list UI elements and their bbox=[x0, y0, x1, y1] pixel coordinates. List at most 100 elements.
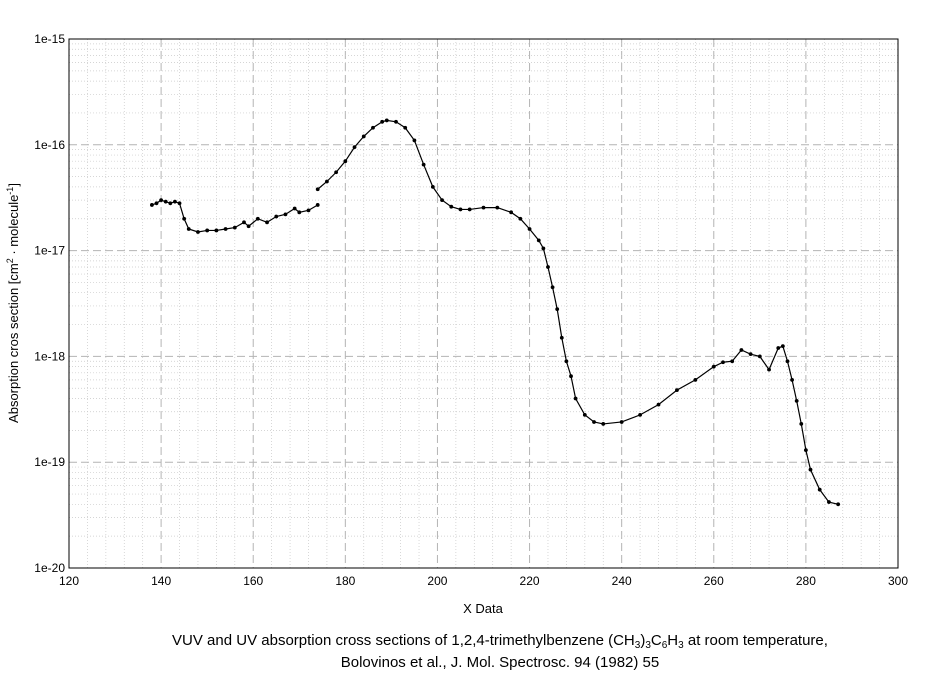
series-line bbox=[317, 119, 839, 505]
data-point bbox=[361, 134, 366, 139]
data-point bbox=[283, 212, 288, 217]
data-point bbox=[693, 377, 698, 382]
data-point bbox=[518, 216, 523, 221]
data-point bbox=[601, 422, 606, 426]
data-point bbox=[776, 346, 781, 350]
y-axis-title-part: Absorption cros section [cm bbox=[6, 263, 21, 423]
x-tick-label: 200 bbox=[427, 574, 447, 588]
data-point bbox=[214, 228, 219, 233]
y-axis-title-sup: -1 bbox=[5, 187, 15, 195]
data-point bbox=[785, 359, 790, 364]
data-point bbox=[315, 187, 320, 192]
x-tick-label: 120 bbox=[59, 574, 79, 588]
x-tick-label: 300 bbox=[888, 574, 908, 588]
data-point bbox=[150, 203, 154, 207]
data-point bbox=[334, 170, 339, 175]
plot-area bbox=[69, 39, 898, 568]
x-tick-label: 220 bbox=[520, 574, 540, 588]
data-point bbox=[546, 265, 550, 269]
data-point bbox=[638, 412, 642, 417]
data-point bbox=[536, 238, 541, 243]
data-point bbox=[154, 201, 159, 206]
figure-caption: VUV and UV absorption cross sections of … bbox=[0, 630, 934, 674]
data-point bbox=[403, 125, 408, 130]
data-point bbox=[656, 402, 661, 407]
data-point bbox=[527, 227, 532, 231]
x-tick-label: 260 bbox=[704, 574, 724, 588]
data-point bbox=[186, 227, 191, 231]
data-point bbox=[343, 159, 348, 164]
data-point bbox=[177, 201, 182, 206]
data-point bbox=[799, 422, 804, 426]
data-point bbox=[467, 207, 472, 212]
x-axis-title: X Data bbox=[463, 601, 504, 616]
data-point bbox=[592, 420, 596, 424]
data-point bbox=[325, 179, 329, 184]
data-point bbox=[163, 199, 168, 204]
data-point bbox=[242, 220, 246, 225]
series-1 bbox=[150, 198, 320, 234]
data-point bbox=[495, 205, 500, 210]
data-point bbox=[458, 207, 463, 212]
data-point bbox=[509, 210, 514, 215]
data-point bbox=[817, 487, 822, 492]
y-axis-title-part: · molecule bbox=[6, 195, 21, 259]
series-2 bbox=[315, 118, 841, 507]
data-point bbox=[440, 198, 444, 203]
data-point bbox=[274, 214, 279, 219]
data-point bbox=[739, 348, 744, 352]
data-point bbox=[790, 377, 794, 382]
data-point bbox=[315, 203, 320, 207]
x-tick-label: 160 bbox=[243, 574, 263, 588]
y-axis-title: Absorption cros section [cm2 · molecule-… bbox=[5, 183, 21, 423]
data-point bbox=[675, 388, 679, 393]
x-tick-labels: 120 140 160 180 200 220 240 260 280 300 bbox=[59, 574, 908, 588]
data-point bbox=[550, 285, 555, 290]
data-point bbox=[255, 216, 260, 221]
data-point bbox=[541, 246, 546, 251]
data-point bbox=[232, 225, 237, 230]
y-tick-label: 1e-19 bbox=[34, 455, 65, 469]
data-point bbox=[803, 448, 808, 453]
x-tick-label: 280 bbox=[796, 574, 816, 588]
data-point bbox=[559, 335, 564, 340]
data-point bbox=[297, 210, 302, 215]
data-point bbox=[564, 359, 569, 364]
data-point bbox=[384, 118, 389, 123]
grid bbox=[69, 39, 898, 568]
data-point bbox=[182, 216, 187, 221]
y-tick-labels: 1e-20 1e-19 1e-18 1e-17 1e-16 1e-15 bbox=[34, 32, 65, 575]
data-point bbox=[352, 145, 357, 150]
series-layer bbox=[150, 118, 841, 507]
data-point bbox=[619, 420, 624, 424]
data-point bbox=[292, 206, 297, 211]
y-tick-label: 1e-16 bbox=[34, 138, 65, 152]
data-point bbox=[481, 205, 486, 210]
data-point bbox=[306, 208, 311, 213]
data-point bbox=[223, 227, 228, 231]
data-point bbox=[371, 125, 375, 130]
data-point bbox=[808, 467, 813, 472]
data-point bbox=[827, 500, 831, 504]
data-point bbox=[265, 220, 269, 225]
data-point bbox=[757, 354, 762, 359]
data-point bbox=[412, 138, 417, 143]
data-point bbox=[555, 307, 560, 311]
data-point bbox=[711, 364, 716, 369]
data-point bbox=[767, 367, 771, 372]
data-point bbox=[246, 224, 251, 229]
y-tick-label: 1e-18 bbox=[34, 349, 65, 363]
caption-line-2: Bolovinos et al., J. Mol. Spectrosc. 94 … bbox=[340, 654, 660, 671]
data-point bbox=[780, 344, 785, 349]
plot-frame bbox=[68, 38, 899, 569]
data-point bbox=[730, 359, 735, 364]
data-point bbox=[380, 119, 385, 124]
data-point bbox=[173, 199, 177, 204]
data-point bbox=[430, 185, 435, 189]
data-point bbox=[394, 119, 398, 124]
data-point bbox=[748, 352, 753, 357]
data-point bbox=[569, 374, 573, 379]
data-point bbox=[421, 162, 426, 167]
chart: 120 140 160 180 200 220 240 260 280 300 1e-20 1e-1… bbox=[5, 32, 908, 616]
caption-line-1: VUV and UV absorption cross sections of … bbox=[172, 632, 828, 651]
